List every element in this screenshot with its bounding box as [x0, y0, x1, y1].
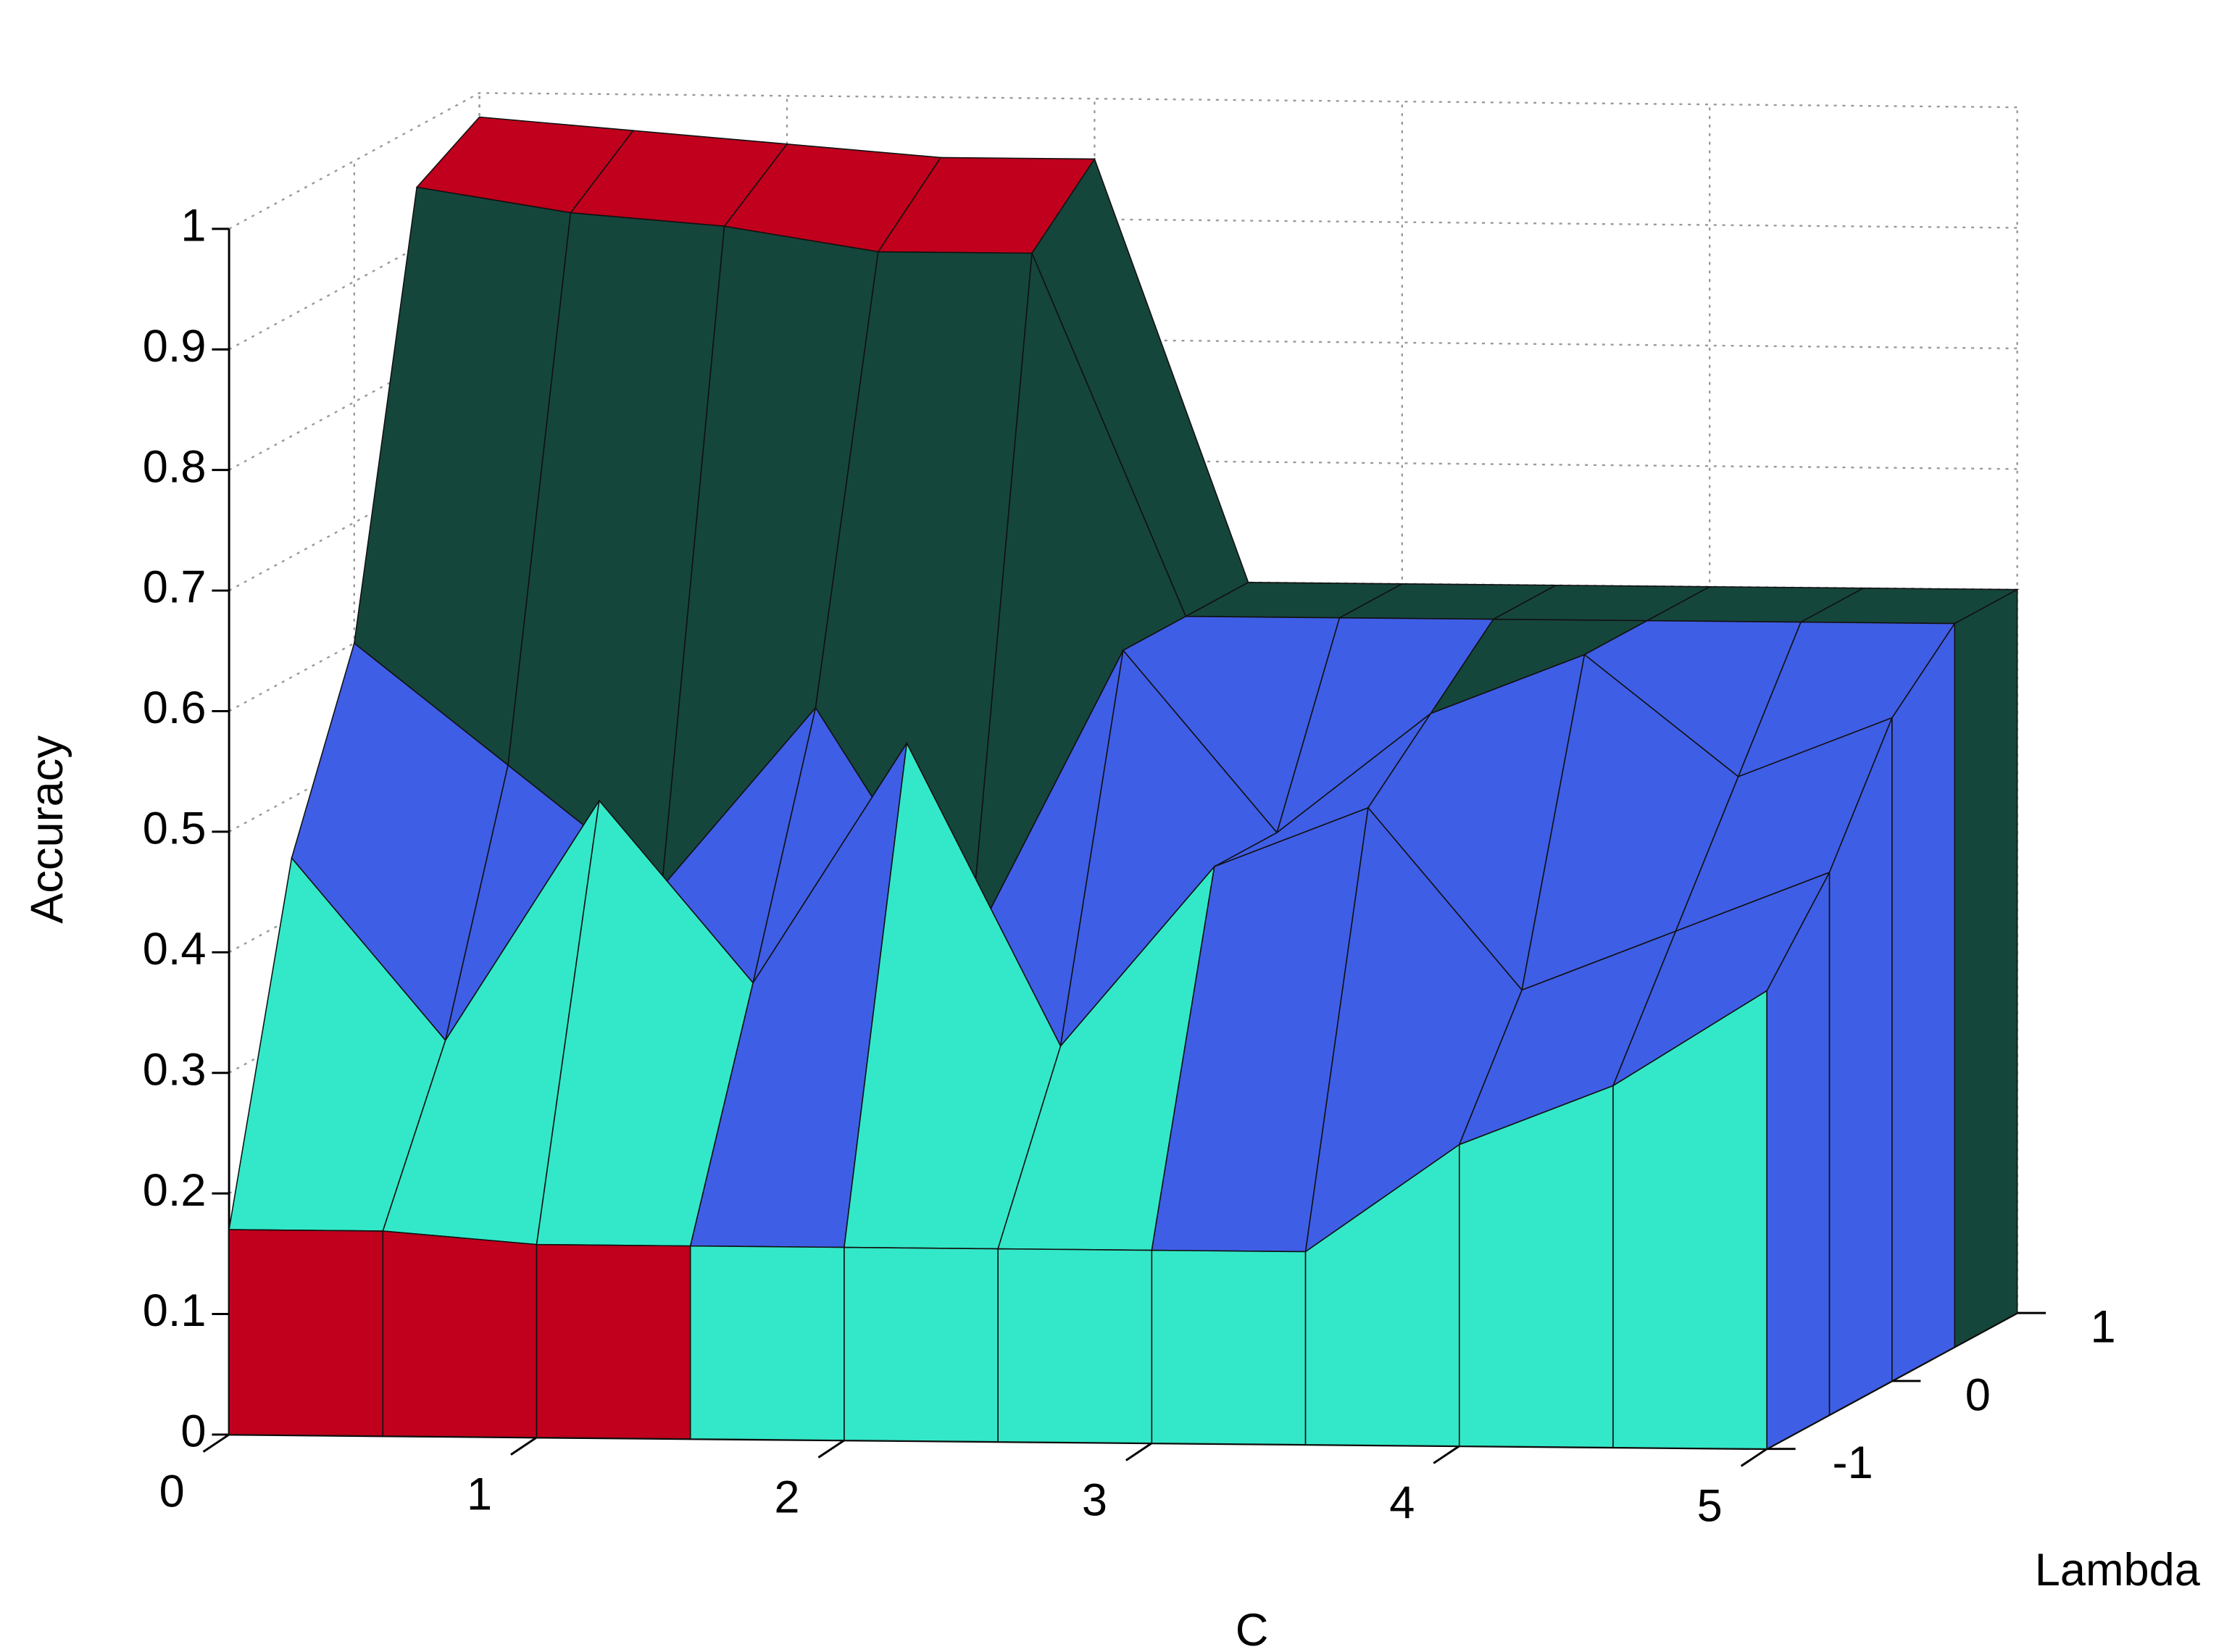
y-tick-label: 0: [1965, 1369, 1991, 1420]
z-tick-label: 0.8: [143, 441, 207, 492]
x-tick-label: 3: [1082, 1474, 1107, 1525]
x-tick-label: 1: [467, 1469, 492, 1519]
y-axis-label: Lambda: [2035, 1545, 2201, 1595]
z-tick-label: 0.7: [143, 562, 207, 613]
x-axis-label: C: [1236, 1605, 1269, 1652]
x-tick-label: 4: [1389, 1477, 1415, 1528]
x-tick-label: 0: [159, 1467, 185, 1517]
surface-skirt: [382, 1230, 538, 1438]
x-tick-label: 5: [1697, 1480, 1723, 1531]
surface-skirt: [844, 1246, 999, 1443]
z-grid-line: [228, 92, 2017, 230]
x-tick: [817, 1439, 845, 1459]
z-tick-label: 0.9: [143, 321, 207, 372]
z-tick-label: 0: [180, 1406, 206, 1457]
x-tick: [202, 1433, 230, 1453]
y-tick-label: 1: [2091, 1302, 2116, 1353]
surface-skirt: [1151, 1249, 1307, 1446]
z-tick-label: 0.1: [143, 1285, 207, 1336]
z-axis-label: Accuracy: [22, 735, 72, 924]
surface-skirt: [1458, 1085, 1614, 1448]
z-tick-label: 0.3: [143, 1044, 207, 1095]
x-tick: [1740, 1448, 1768, 1467]
y-tick-label: -1: [1833, 1438, 1873, 1488]
x-tick: [1125, 1442, 1153, 1461]
z-tick-label: 0.2: [143, 1165, 207, 1216]
surface-skirt: [536, 1243, 691, 1440]
x-tick-label: 2: [774, 1472, 799, 1522]
z-tick-label: 0.4: [143, 924, 207, 975]
x-tick: [1433, 1445, 1460, 1464]
z-tick-label: 0.6: [143, 683, 207, 733]
surface-skirt: [1891, 621, 1956, 1382]
surface-skirt: [228, 1229, 384, 1437]
z-tick-label: 0.5: [143, 804, 207, 854]
surface-skirt: [997, 1248, 1153, 1444]
surface-skirt: [689, 1245, 845, 1441]
x-tick: [510, 1436, 538, 1456]
surface-skirt: [1954, 588, 2018, 1348]
z-tick-label: 1: [180, 201, 206, 251]
